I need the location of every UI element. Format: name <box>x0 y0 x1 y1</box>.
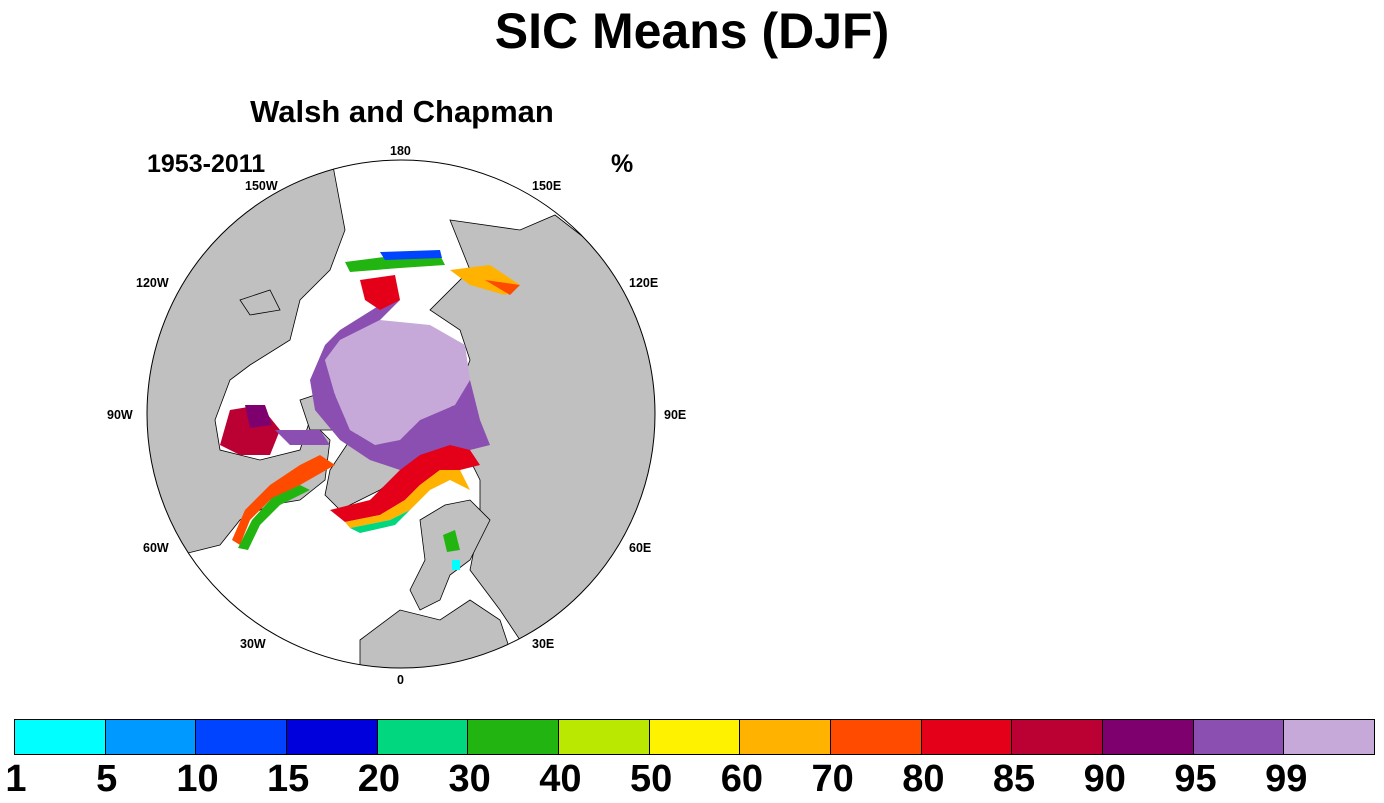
colorbar-label: 80 <box>902 758 945 800</box>
lon-label-150w: 150W <box>245 179 278 193</box>
lon-label-60w: 60W <box>143 541 169 555</box>
lon-label-150e: 150E <box>532 179 562 193</box>
ice-central-arctic <box>325 320 470 445</box>
ice-barents <box>330 445 480 522</box>
colorbar-box-10 <box>921 720 1013 754</box>
map-border <box>146 159 656 669</box>
colorbar <box>14 719 1375 755</box>
colorbar-label: 1 <box>5 758 27 800</box>
lon-label-90e: 90E <box>664 408 687 422</box>
colorbar-box-7 <box>649 720 741 754</box>
colorbar-box-6 <box>559 720 650 754</box>
colorbar-label: 90 <box>1083 758 1126 800</box>
colorbar-label: 20 <box>357 758 401 800</box>
colorbar-box-4 <box>377 720 469 754</box>
colorbar-box-3 <box>287 720 378 754</box>
panel-title: Walsh and Chapman <box>250 94 554 129</box>
lon-label-30e: 30E <box>532 637 555 651</box>
colorbar-box-11 <box>1012 720 1104 754</box>
colorbar-label: 85 <box>992 758 1036 800</box>
colorbar-box-2 <box>196 720 288 754</box>
colorbar-box-14 <box>1284 720 1375 754</box>
sea-ice-layer <box>220 250 520 570</box>
colorbar-label: 50 <box>629 758 673 800</box>
colorbar-label: 15 <box>267 758 310 800</box>
colorbar-box-13 <box>1193 720 1285 754</box>
land-scandinavia <box>409 499 491 611</box>
colorbar-box-12 <box>1103 720 1194 754</box>
colorbar-box-8 <box>740 720 832 754</box>
colorbar-label: 70 <box>811 758 854 800</box>
units-label: % <box>611 150 634 178</box>
figure-title: SIC Means (DJF) <box>494 3 890 59</box>
colorbar-label: 40 <box>539 758 582 800</box>
lon-label-180: 180 <box>390 144 411 158</box>
colorbar-label: 5 <box>96 758 118 800</box>
lon-label-120e: 120E <box>629 276 659 290</box>
colorbar-box-0 <box>15 720 106 754</box>
ice-labrador <box>232 455 335 545</box>
lon-label-90w: 90W <box>107 408 133 422</box>
lon-label-0: 0 <box>397 673 404 687</box>
ice-baltic <box>443 530 460 552</box>
colorbar-label: 60 <box>720 758 763 800</box>
ice-bering <box>360 275 400 310</box>
ice-arctic-margin <box>310 300 490 470</box>
lon-label-60e: 60E <box>629 541 652 555</box>
colorbar-box-5 <box>468 720 560 754</box>
period-label: 1953-2011 <box>147 150 266 178</box>
colorbar-box-9 <box>831 720 922 754</box>
colorbar-label: 99 <box>1265 758 1308 800</box>
colorbar-label: 30 <box>448 758 491 800</box>
colorbar-box-1 <box>105 720 197 754</box>
colorbar-label: 10 <box>176 758 219 800</box>
lon-label-120w: 120W <box>136 276 169 290</box>
lon-label-30w: 30W <box>240 637 266 651</box>
colorbar-label: 95 <box>1174 758 1217 800</box>
